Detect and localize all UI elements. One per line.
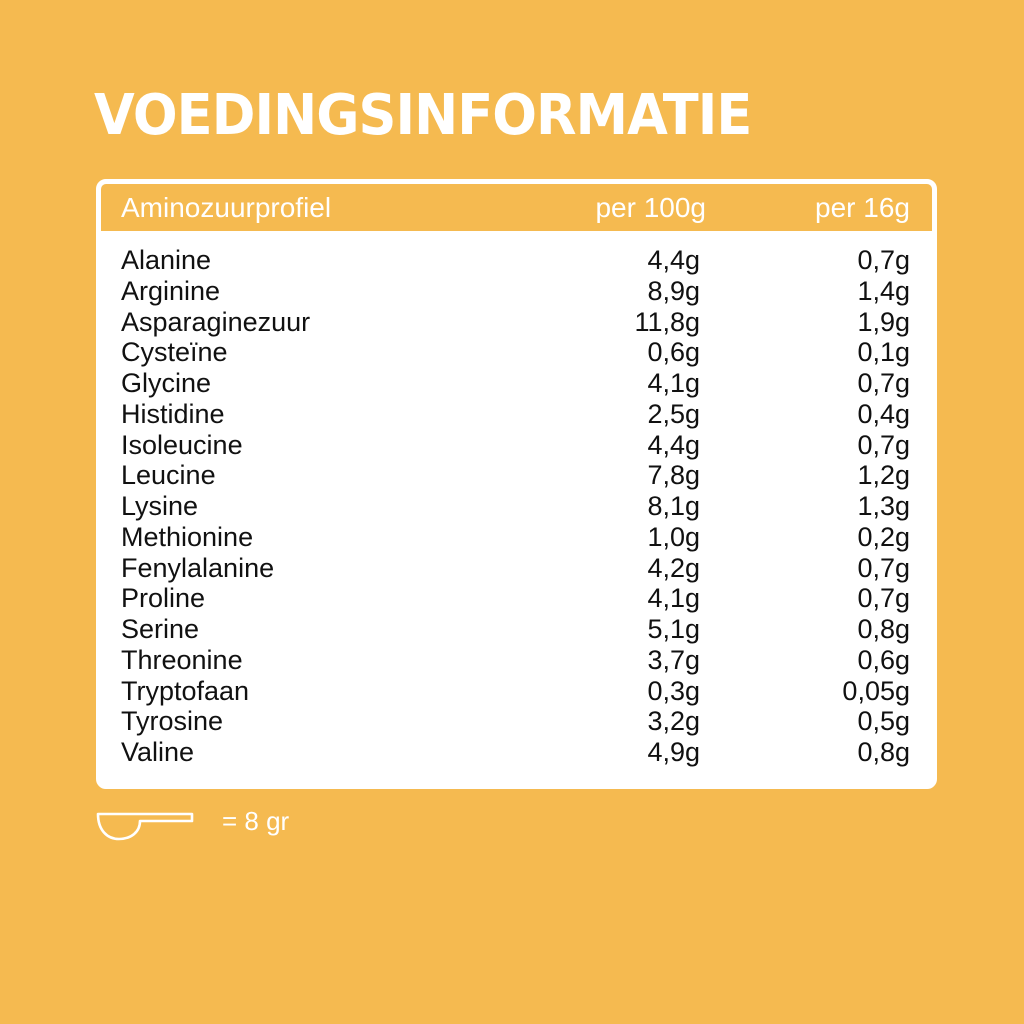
value-per-16g: 0,6g [857, 644, 910, 675]
serving-size-text: = 8 gr [222, 806, 290, 836]
table-row: Cysteïne 0,6g 0,1g [101, 337, 932, 368]
table-row: Alanine 4,4g 0,7g [101, 245, 932, 276]
value-per-100g: 7,8g [647, 460, 700, 491]
table-row: Serine 5,1g 0,8g [101, 614, 932, 645]
table-row: Asparaginezuur 11,8g 1,9g [101, 307, 932, 338]
value-per-16g: 1,3g [857, 491, 910, 521]
value-per-100g: 4,1g [647, 583, 700, 614]
nutrient-name: Cysteïne [121, 337, 228, 368]
value-per-16g: 0,7g [857, 429, 910, 460]
value-per-100g: 0,6g [647, 337, 700, 368]
table-body: Alanine 4,4g 0,7g Arginine 8,9g 1,4g Asparagin… [101, 245, 932, 768]
value-per-100g: 4,9g [647, 737, 700, 767]
value-per-16g: 0,8g [857, 614, 910, 644]
nutrient-name: Methionine [121, 521, 254, 552]
table-row: Threonine 3,7g 0,6g [101, 645, 932, 676]
value-per-100g: 11,8g [634, 306, 700, 337]
table-row: Lysine 8,1g 1,3g [101, 491, 932, 522]
table-row: Methionine 1,0g 0,2g [101, 522, 932, 553]
scoop-icon [96, 812, 194, 841]
table-row: Histidine 2,5g 0,4g [101, 399, 932, 430]
table-row: Fenylalanine 4,2g 0,7g [101, 553, 932, 584]
nutrient-name: Asparaginezuur [121, 306, 311, 337]
nutrient-name: Tyrosine [121, 706, 224, 737]
nutrient-name: Alanine [121, 245, 212, 275]
table-row: Tyrosine 3,2g 0,5g [101, 706, 932, 737]
value-per-16g: 0,2g [857, 521, 910, 552]
nutrient-name: Arginine [121, 275, 221, 306]
page-title: VOEDINGSINFORMATIE [94, 83, 752, 148]
value-per-100g: 2,5g [647, 398, 700, 429]
table-row: Arginine 8,9g 1,4g [101, 276, 932, 307]
table-row: Proline 4,1g 0,7g [101, 583, 932, 614]
value-per-16g: 0,7g [857, 583, 910, 614]
value-per-16g: 1,2g [857, 460, 910, 491]
value-per-100g: 5,1g [647, 614, 700, 644]
value-per-16g: 0,5g [857, 706, 910, 737]
nutrient-name: Histidine [121, 398, 225, 429]
serving-note: = 8 gr [96, 806, 396, 842]
table-row: Tryptofaan 0,3g 0,05g [101, 676, 932, 707]
value-per-100g: 4,4g [647, 429, 700, 460]
value-per-16g: 0,05g [842, 675, 910, 706]
value-per-100g: 8,1g [647, 491, 700, 521]
value-per-16g: 1,4g [857, 275, 910, 306]
value-per-16g: 0,7g [857, 368, 910, 398]
value-per-100g: 1,0g [647, 521, 700, 552]
nutrient-name: Valine [121, 737, 195, 767]
value-per-16g: 0,4g [857, 398, 910, 429]
nutrient-name: Fenylalanine [121, 552, 275, 583]
value-per-100g: 0,3g [647, 675, 700, 706]
table-header: Aminozuurprofiel per 100g per 16g [101, 184, 932, 231]
value-per-100g: 4,4g [647, 245, 700, 275]
value-per-100g: 4,2g [647, 552, 700, 583]
value-per-100g: 3,7g [647, 644, 700, 675]
value-per-16g: 0,7g [857, 552, 910, 583]
table-row: Valine 4,9g 0,8g [101, 737, 932, 768]
value-per-16g: 0,1g [857, 337, 910, 368]
nutrient-name: Proline [121, 583, 206, 614]
value-per-100g: 8,9g [647, 275, 700, 306]
table-row: Glycine 4,1g 0,7g [101, 368, 932, 399]
table-row: Isoleucine 4,4g 0,7g [101, 430, 932, 461]
nutrient-name: Tryptofaan [121, 675, 250, 706]
nutrient-name: Glycine [121, 368, 212, 398]
nutrient-name: Leucine [121, 460, 216, 491]
nutrient-name: Lysine [121, 491, 199, 521]
value-per-100g: 3,2g [647, 706, 700, 737]
nutrient-name: Threonine [121, 644, 243, 675]
amino-acid-table: Aminozuurprofiel per 100g per 16g Alanin… [96, 179, 937, 789]
value-per-16g: 0,8g [857, 737, 910, 767]
value-per-16g: 1,9g [857, 306, 910, 337]
nutrient-name: Isoleucine [121, 429, 243, 460]
column-header-per-16g: per 16g [815, 192, 910, 223]
table-row: Leucine 7,8g 1,2g [101, 460, 932, 491]
column-header-per-100g: per 100g [595, 192, 706, 223]
value-per-100g: 4,1g [647, 368, 700, 398]
nutrient-name: Serine [121, 614, 200, 644]
column-header-name: Aminozuurprofiel [121, 192, 332, 223]
value-per-16g: 0,7g [857, 245, 910, 275]
